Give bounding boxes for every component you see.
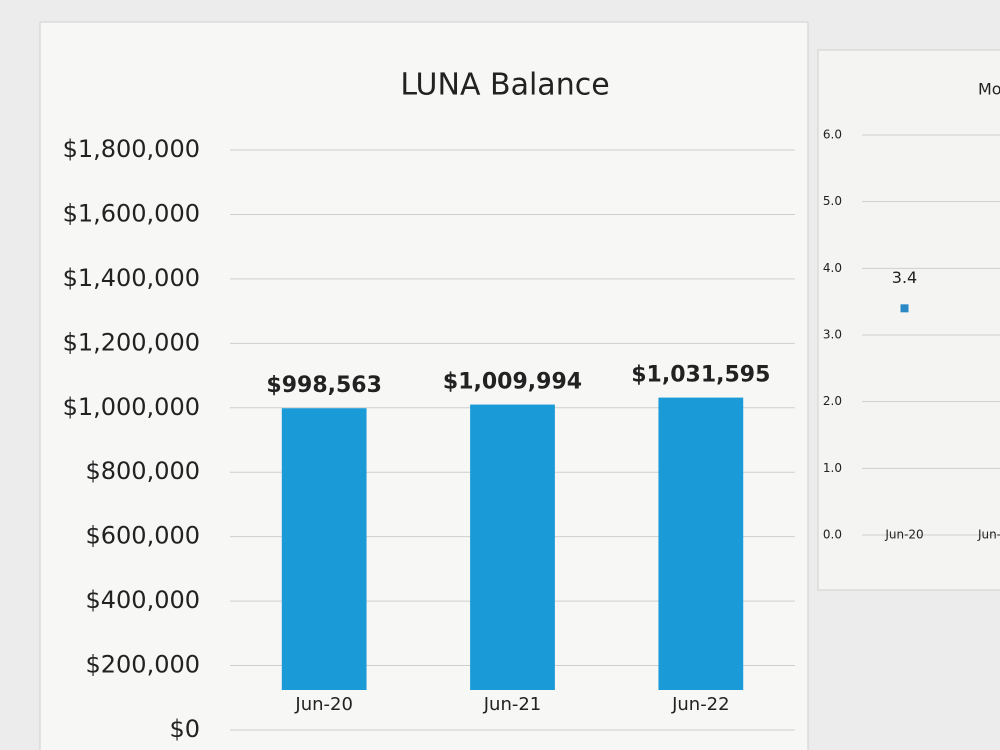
y-tick-label: 2.0 — [823, 394, 842, 408]
y-tick-label: $1,800,000 — [63, 135, 200, 163]
value-label: $1,009,994 — [443, 370, 582, 395]
y-tick-label: 1.0 — [823, 461, 842, 475]
y-tick-label: $1,000,000 — [63, 393, 200, 421]
x-tick-label: Jun-20 — [884, 528, 923, 542]
y-tick-label: $1,200,000 — [63, 328, 200, 356]
bar — [281, 408, 367, 690]
y-tick-label: $400,000 — [85, 586, 200, 614]
y-tick-label: $200,000 — [85, 651, 200, 679]
y-tick-label: $600,000 — [85, 522, 200, 550]
y-tick-label: 4.0 — [823, 261, 842, 275]
y-tick-label: $1,600,000 — [63, 199, 200, 227]
chart-title: Mo — [978, 80, 1000, 99]
y-tick-label: 6.0 — [823, 128, 842, 142]
bar — [658, 397, 744, 690]
value-label: $998,563 — [266, 373, 382, 398]
bar — [470, 404, 555, 690]
x-tick-label: Jun-20 — [294, 694, 353, 715]
y-tick-label: 5.0 — [823, 194, 842, 208]
y-tick-label: $800,000 — [85, 457, 200, 485]
y-tick-label: 3.0 — [823, 328, 842, 342]
y-tick-label: 0.0 — [823, 528, 842, 542]
chart-title: LUNA Balance — [400, 68, 609, 103]
value-label: 3.4 — [892, 268, 917, 287]
y-tick-label: $0 — [169, 715, 200, 743]
y-tick-label: $1,400,000 — [63, 264, 200, 292]
x-tick-label: Jun- — [977, 528, 1000, 542]
x-tick-label: Jun-22 — [671, 694, 730, 715]
chart-panel — [817, 49, 1000, 591]
line-marker — [900, 304, 909, 313]
value-label: $1,031,595 — [631, 363, 770, 388]
x-tick-label: Jun-21 — [483, 694, 542, 715]
